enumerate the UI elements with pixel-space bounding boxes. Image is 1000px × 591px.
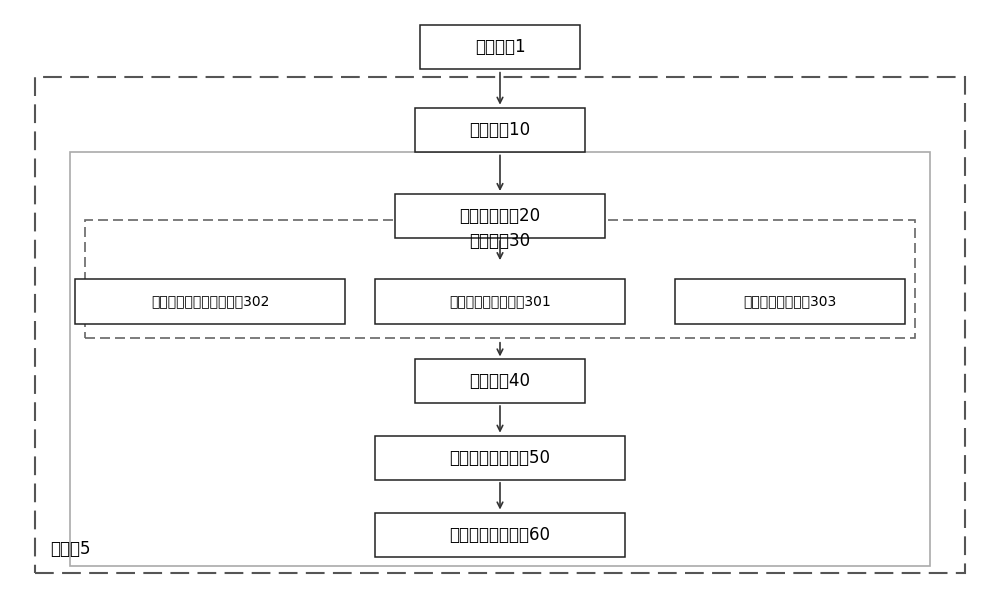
Text: 畸变指标计算模块303: 畸变指标计算模块303 — [743, 294, 837, 309]
Text: 图像获取模块20: 图像获取模块20 — [459, 207, 541, 225]
Text: 计算模块30: 计算模块30 — [469, 232, 531, 249]
Bar — [70, 152, 930, 566]
Bar — [375, 512, 625, 557]
Text: 处理器5: 处理器5 — [50, 541, 90, 558]
Text: 判断模块40: 判断模块40 — [470, 372, 530, 390]
Bar — [375, 436, 625, 480]
Text: 调节机构1: 调节机构1 — [475, 38, 525, 56]
Bar — [415, 359, 585, 403]
Text: 控制模块10: 控制模块10 — [469, 121, 531, 139]
Text: 光轴偏移量指标计算模块302: 光轴偏移量指标计算模块302 — [151, 294, 269, 309]
Bar — [675, 280, 905, 324]
Bar — [85, 220, 915, 338]
Text: 预定位置确定模块50: 预定位置确定模块50 — [450, 449, 550, 467]
Bar — [415, 108, 585, 152]
Bar — [375, 280, 625, 324]
Text: 预定位置校验模块60: 预定位置校验模块60 — [450, 526, 550, 544]
Text: 清晰度指标计算模块301: 清晰度指标计算模块301 — [449, 294, 551, 309]
Bar — [395, 194, 605, 238]
Bar — [35, 77, 965, 573]
Bar — [75, 280, 345, 324]
Bar — [420, 25, 580, 70]
